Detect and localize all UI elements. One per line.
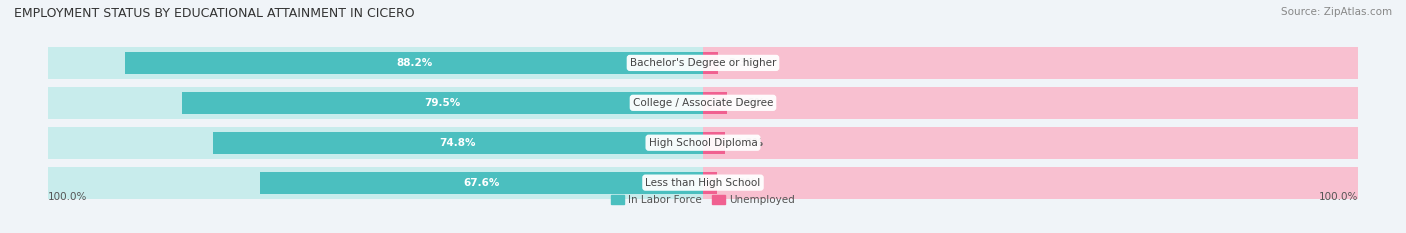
Text: 3.6%: 3.6% bbox=[737, 98, 765, 108]
Bar bbox=[48, 47, 703, 79]
Bar bbox=[703, 127, 1358, 159]
Bar bbox=[212, 132, 703, 154]
Bar bbox=[48, 87, 703, 119]
Bar bbox=[183, 92, 703, 114]
Text: 100.0%: 100.0% bbox=[48, 192, 87, 202]
Text: 2.2%: 2.2% bbox=[727, 178, 756, 188]
Text: Less than High School: Less than High School bbox=[645, 178, 761, 188]
Bar bbox=[703, 92, 727, 114]
Bar bbox=[260, 172, 703, 194]
Legend: In Labor Force, Unemployed: In Labor Force, Unemployed bbox=[612, 195, 794, 205]
Text: 79.5%: 79.5% bbox=[425, 98, 461, 108]
Bar bbox=[703, 52, 718, 74]
Bar bbox=[125, 52, 703, 74]
Text: 88.2%: 88.2% bbox=[396, 58, 432, 68]
Bar bbox=[703, 172, 717, 194]
Text: 2.3%: 2.3% bbox=[728, 58, 756, 68]
Bar bbox=[703, 132, 724, 154]
Bar bbox=[703, 47, 1358, 79]
Bar bbox=[703, 87, 1358, 119]
Text: 100.0%: 100.0% bbox=[1319, 192, 1358, 202]
Bar bbox=[48, 167, 703, 199]
Bar bbox=[703, 167, 1358, 199]
Text: College / Associate Degree: College / Associate Degree bbox=[633, 98, 773, 108]
Text: Source: ZipAtlas.com: Source: ZipAtlas.com bbox=[1281, 7, 1392, 17]
Text: 3.3%: 3.3% bbox=[734, 138, 763, 148]
Text: High School Diploma: High School Diploma bbox=[648, 138, 758, 148]
Text: 67.6%: 67.6% bbox=[464, 178, 499, 188]
Text: Bachelor's Degree or higher: Bachelor's Degree or higher bbox=[630, 58, 776, 68]
Text: EMPLOYMENT STATUS BY EDUCATIONAL ATTAINMENT IN CICERO: EMPLOYMENT STATUS BY EDUCATIONAL ATTAINM… bbox=[14, 7, 415, 20]
Bar bbox=[48, 127, 703, 159]
Text: 74.8%: 74.8% bbox=[440, 138, 477, 148]
